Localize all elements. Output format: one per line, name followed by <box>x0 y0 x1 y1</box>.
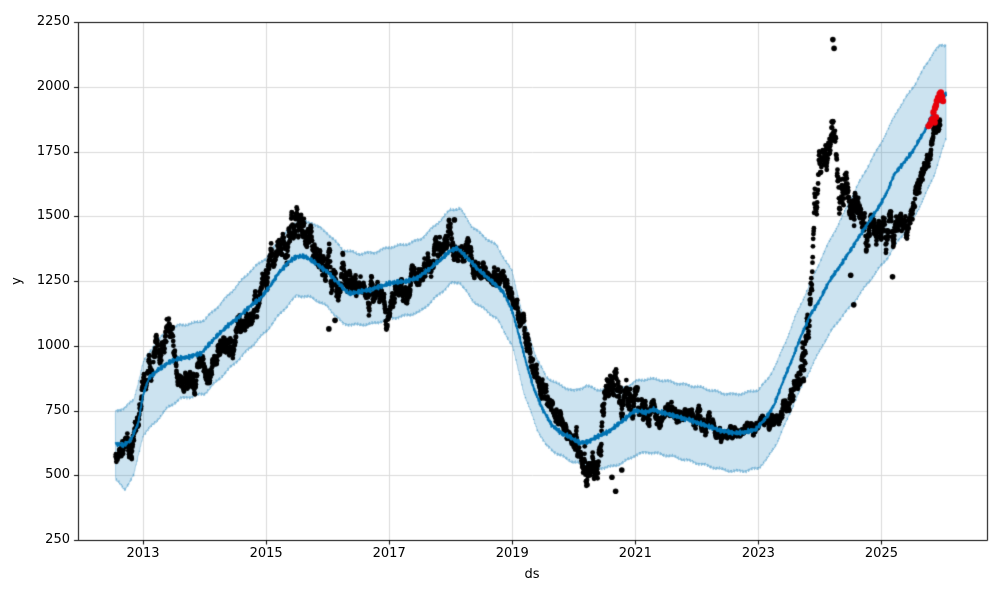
x-tick-label: 2015 <box>249 546 283 561</box>
y-tick-label: 1500 <box>36 208 70 224</box>
y-tick-label: 2000 <box>36 78 70 94</box>
y-tick-label: 1000 <box>36 337 70 353</box>
y-tick-label: 1250 <box>36 273 70 288</box>
x-tick-label: 2025 <box>864 546 898 561</box>
y-tick-label: 750 <box>45 402 70 418</box>
x-tick-label: 2013 <box>126 546 160 561</box>
x-tick-label: 2023 <box>741 546 775 561</box>
x-tick-label: 2019 <box>495 546 529 561</box>
y-tick-label: 1750 <box>36 143 70 159</box>
y-tick-label: 250 <box>45 532 70 547</box>
y-tick-label: 2250 <box>36 14 70 29</box>
y-axis-label: y <box>9 277 25 285</box>
x-axis-label: ds <box>524 567 540 582</box>
y-tick-label: 500 <box>45 467 70 483</box>
x-tick-label: 2021 <box>618 546 652 561</box>
x-tick-label: 2017 <box>372 546 406 561</box>
